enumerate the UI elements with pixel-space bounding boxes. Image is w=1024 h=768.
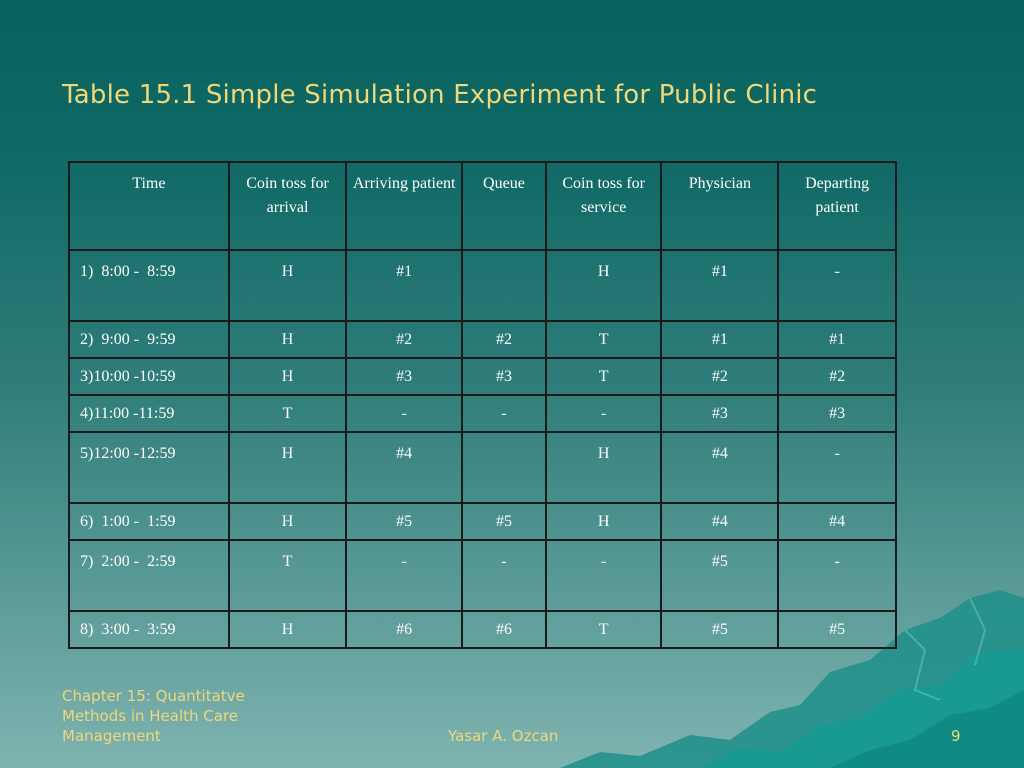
simulation-table: Time Coin toss for arrival Arriving pati…: [68, 161, 897, 649]
cell-arriving: #5: [345, 502, 464, 541]
table-row: 8) 3:00 - 3:59 H #6 #6 T #5 #5: [68, 610, 897, 649]
cell-coin-service: T: [544, 357, 663, 396]
cell-coin-arrival: H: [227, 249, 348, 322]
cell-arriving: #4: [345, 431, 464, 504]
footer-page-number: 9: [951, 727, 961, 745]
cell-physician: #5: [660, 539, 780, 612]
cell-departing: #5: [777, 610, 897, 649]
cell-time: 2) 9:00 - 9:59: [68, 320, 230, 359]
cell-coin-arrival: H: [227, 610, 348, 649]
cell-physician: #4: [660, 502, 780, 541]
footer-author: Yasar A. Ozcan: [448, 727, 559, 745]
cell-coin-service: H: [544, 502, 663, 541]
header-queue: Queue: [461, 161, 547, 251]
cell-departing: -: [777, 539, 897, 612]
cell-coin-service: T: [544, 320, 663, 359]
header-coin-toss-service: Coin toss for service: [544, 161, 663, 251]
cell-physician: #1: [660, 320, 780, 359]
table-row: 2) 9:00 - 9:59 H #2 #2 T #1 #1: [68, 320, 897, 359]
cell-departing: #2: [777, 357, 897, 396]
cell-physician: #1: [660, 249, 780, 322]
header-coin-toss-arrival: Coin toss for arrival: [227, 161, 348, 251]
table-row: 7) 2:00 - 2:59 T - - - #5 -: [68, 539, 897, 612]
header-physician: Physician: [660, 161, 780, 251]
cell-coin-arrival: T: [227, 539, 348, 612]
cell-coin-arrival: H: [227, 357, 348, 396]
footer-chapter-title: Chapter 15: Quantitatve Methods in Healt…: [62, 686, 245, 746]
cell-physician: #5: [660, 610, 780, 649]
table-row: 5)12:00 -12:59 H #4 H #4 -: [68, 431, 897, 504]
cell-time: 6) 1:00 - 1:59: [68, 502, 230, 541]
cell-time: 7) 2:00 - 2:59: [68, 539, 230, 612]
cell-coin-service: -: [544, 394, 663, 433]
header-time: Time: [68, 161, 230, 251]
cell-departing: -: [777, 431, 897, 504]
cell-queue: [461, 431, 547, 504]
cell-departing: -: [777, 249, 897, 322]
cell-arriving: #3: [345, 357, 464, 396]
header-arriving-patient: Arriving patient: [345, 161, 464, 251]
table-row: 3)10:00 -10:59 H #3 #3 T #2 #2: [68, 357, 897, 396]
cell-coin-arrival: T: [227, 394, 348, 433]
cell-time: 3)10:00 -10:59: [68, 357, 230, 396]
cell-queue: #3: [461, 357, 547, 396]
table-header-row: Time Coin toss for arrival Arriving pati…: [68, 161, 897, 251]
cell-departing: #1: [777, 320, 897, 359]
cell-coin-arrival: H: [227, 502, 348, 541]
cell-queue: [461, 249, 547, 322]
cell-physician: #3: [660, 394, 780, 433]
header-departing-patient: Departing patient: [777, 161, 897, 251]
cell-arriving: #2: [345, 320, 464, 359]
cell-time: 1) 8:00 - 8:59: [68, 249, 230, 322]
cell-coin-service: H: [544, 431, 663, 504]
cell-queue: -: [461, 394, 547, 433]
cell-coin-service: -: [544, 539, 663, 612]
cell-queue: #2: [461, 320, 547, 359]
cell-coin-arrival: H: [227, 431, 348, 504]
footer-chapter-line: Chapter 15: Quantitatve: [62, 687, 245, 705]
cell-queue: -: [461, 539, 547, 612]
table-row: 1) 8:00 - 8:59 H #1 H #1 -: [68, 249, 897, 322]
cell-coin-service: H: [544, 249, 663, 322]
slide-title: Table 15.1 Simple Simulation Experiment …: [62, 80, 818, 110]
cell-physician: #2: [660, 357, 780, 396]
table-row: 4)11:00 -11:59 T - - - #3 #3: [68, 394, 897, 433]
cell-time: 5)12:00 -12:59: [68, 431, 230, 504]
cell-departing: #4: [777, 502, 897, 541]
cell-departing: #3: [777, 394, 897, 433]
cell-arriving: #1: [345, 249, 464, 322]
cell-coin-arrival: H: [227, 320, 348, 359]
cell-queue: #5: [461, 502, 547, 541]
cell-time: 4)11:00 -11:59: [68, 394, 230, 433]
cell-physician: #4: [660, 431, 780, 504]
cell-arriving: -: [345, 394, 464, 433]
cell-arriving: #6: [345, 610, 464, 649]
table-row: 6) 1:00 - 1:59 H #5 #5 H #4 #4: [68, 502, 897, 541]
cell-arriving: -: [345, 539, 464, 612]
cell-coin-service: T: [544, 610, 663, 649]
cell-queue: #6: [461, 610, 547, 649]
footer-chapter-line: Management: [62, 727, 161, 745]
cell-time: 8) 3:00 - 3:59: [68, 610, 230, 649]
footer-chapter-line: Methods in Health Care: [62, 707, 239, 725]
